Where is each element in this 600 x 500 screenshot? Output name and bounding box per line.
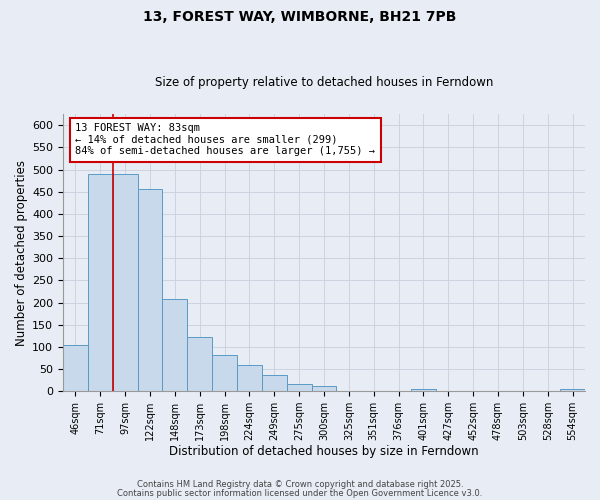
Bar [311, 386, 337, 391]
Bar [63, 344, 88, 391]
Bar [137, 188, 163, 391]
Text: Contains public sector information licensed under the Open Government Licence v3: Contains public sector information licen… [118, 490, 482, 498]
Bar [237, 366, 262, 391]
Text: 13, FOREST WAY, WIMBORNE, BH21 7PB: 13, FOREST WAY, WIMBORNE, BH21 7PB [143, 10, 457, 24]
Bar [88, 174, 113, 391]
Bar [560, 389, 585, 391]
Title: Size of property relative to detached houses in Ferndown: Size of property relative to detached ho… [155, 76, 493, 90]
Text: 13 FOREST WAY: 83sqm
← 14% of detached houses are smaller (299)
84% of semi-deta: 13 FOREST WAY: 83sqm ← 14% of detached h… [76, 123, 376, 156]
Bar [187, 337, 212, 391]
Text: Contains HM Land Registry data © Crown copyright and database right 2025.: Contains HM Land Registry data © Crown c… [137, 480, 463, 489]
Bar [287, 384, 311, 391]
Bar [411, 389, 436, 391]
Bar [262, 374, 287, 391]
Bar [163, 299, 187, 391]
Y-axis label: Number of detached properties: Number of detached properties [15, 160, 28, 346]
Bar [212, 355, 237, 391]
Bar [113, 174, 137, 391]
X-axis label: Distribution of detached houses by size in Ferndown: Distribution of detached houses by size … [169, 444, 479, 458]
